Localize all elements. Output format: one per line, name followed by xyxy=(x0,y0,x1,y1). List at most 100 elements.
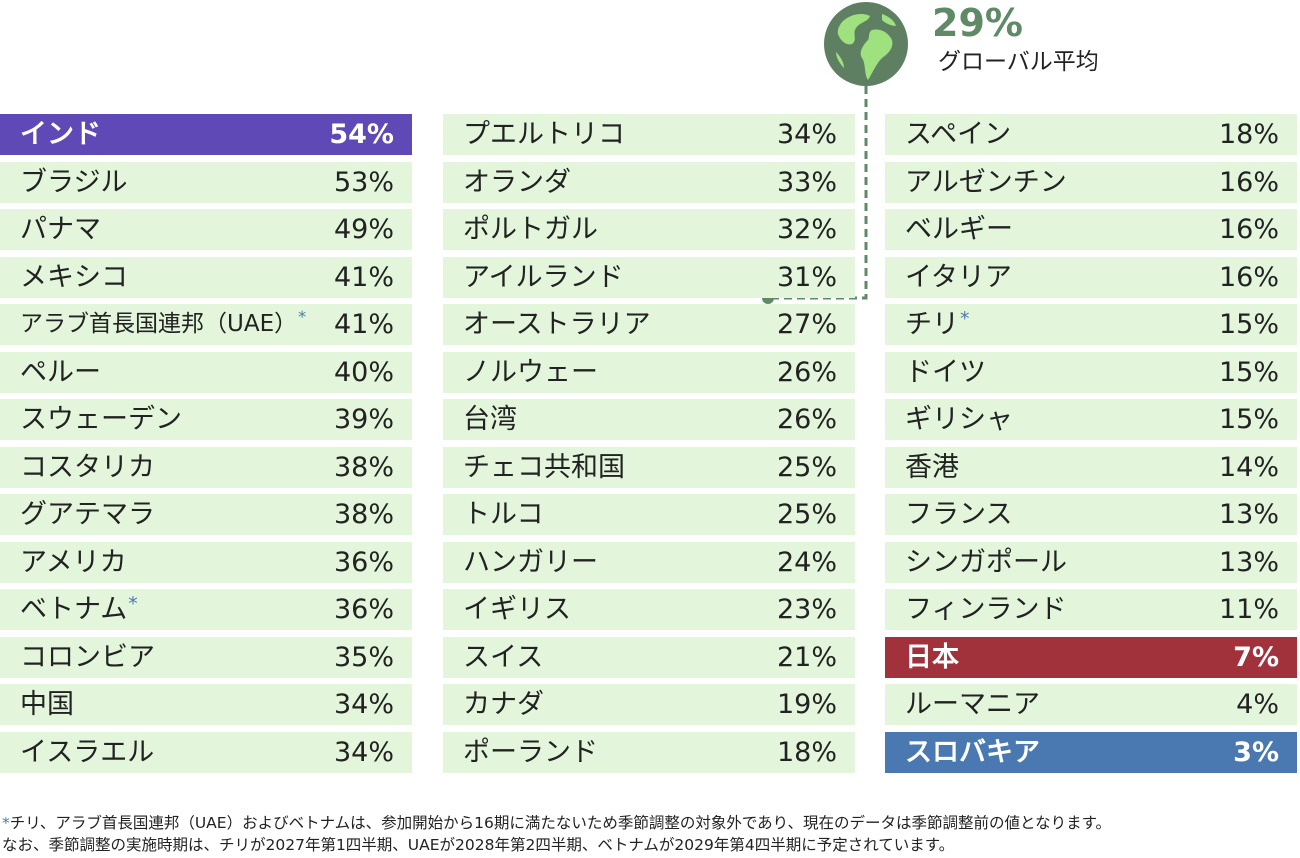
country-row: インド 54% xyxy=(0,114,412,155)
country-name-text: 香港 xyxy=(905,451,959,483)
country-row: トルコ 25% xyxy=(443,494,855,535)
country-column-3: スペイン 18% アルゼンチン 16% ベルギー 16% イタリア 16% チリ* 15% ドイツ 1… xyxy=(885,114,1297,779)
country-name: アメリカ xyxy=(20,542,127,583)
country-row: ポルトガル 32% xyxy=(443,209,855,250)
country-row: 日本 7% xyxy=(885,636,1297,678)
country-value: 54% xyxy=(329,119,394,150)
country-value: 26% xyxy=(776,356,837,388)
country-value: 21% xyxy=(776,641,837,673)
country-row: オランダ 33% xyxy=(443,161,855,203)
global-average-label: グローバル平均 xyxy=(938,49,1099,75)
country-name-text: インド xyxy=(20,119,101,150)
country-value: 24% xyxy=(776,546,837,578)
country-row: アルゼンチン 16% xyxy=(885,161,1297,203)
country-name: トルコ xyxy=(463,494,543,535)
country-name-text: ギリシャ xyxy=(905,404,1013,435)
country-name-text: 日本 xyxy=(905,641,959,673)
country-value: 14% xyxy=(1218,451,1279,483)
country-name: チェコ共和国 xyxy=(463,447,625,488)
country-name: ペルー xyxy=(20,352,101,393)
country-row: ポーランド 18% xyxy=(443,731,855,773)
country-row: カナダ 19% xyxy=(443,684,855,725)
country-name-text: アイルランド xyxy=(463,261,624,293)
country-name: オランダ xyxy=(463,162,571,203)
country-column-1: インド 54% ブラジル 53% パナマ 49% メキシコ 41% アラブ首長国連邦（UAE）*… xyxy=(0,114,412,779)
country-name: ドイツ xyxy=(905,352,986,393)
country-name-text: ベルギー xyxy=(905,214,1013,245)
country-name: ギリシャ xyxy=(905,399,1013,440)
country-row: ペルー 40% xyxy=(0,351,412,393)
country-row: 台湾 26% xyxy=(443,399,855,440)
country-name-text: ルーマニア xyxy=(905,689,1040,720)
country-name-text: フランス xyxy=(905,499,1013,530)
country-row: コロンビア 35% xyxy=(0,636,412,678)
country-row: パナマ 49% xyxy=(0,209,412,250)
country-row: スウェーデン 39% xyxy=(0,399,412,440)
country-name: 香港 xyxy=(905,447,959,488)
footnote-line-1: *チリ、アラブ首長国連邦（UAE）およびベトナムは、参加開始から16期に満たない… xyxy=(2,812,1111,834)
country-value: 49% xyxy=(333,214,394,245)
country-name: オーストラリア xyxy=(463,304,651,345)
country-name: 台湾 xyxy=(463,399,517,440)
country-name-text: ベトナム xyxy=(20,594,128,625)
country-name-text: フィンランド xyxy=(905,594,1067,625)
country-row: グアテマラ 38% xyxy=(0,494,412,535)
country-value: 32% xyxy=(776,214,837,245)
country-name: シンガポール xyxy=(905,542,1067,583)
country-value: 16% xyxy=(1218,214,1279,245)
country-value: 16% xyxy=(1218,261,1279,293)
country-value: 31% xyxy=(776,261,837,293)
country-name: フランス xyxy=(905,494,1012,535)
country-name: チリ* xyxy=(905,304,969,345)
country-name: ポーランド xyxy=(463,732,598,773)
country-value: 41% xyxy=(333,261,394,293)
country-value: 7% xyxy=(1233,641,1279,673)
country-row: プエルトリコ 34% xyxy=(443,114,855,155)
country-row: オーストラリア 27% xyxy=(443,304,855,345)
country-name: スウェーデン xyxy=(20,399,182,440)
country-row: イスラエル 34% xyxy=(0,731,412,773)
country-name: カナダ xyxy=(463,684,544,725)
country-name-text: スペイン xyxy=(905,119,1012,150)
country-name-text: グアテマラ xyxy=(20,499,155,530)
country-name-text: ペルー xyxy=(20,356,101,388)
footnote: *チリ、アラブ首長国連邦（UAE）およびベトナムは、参加開始から16期に満たない… xyxy=(2,812,1111,856)
country-name: パナマ xyxy=(20,209,101,250)
country-row: イギリス 23% xyxy=(443,589,855,630)
country-value: 3% xyxy=(1233,736,1279,768)
country-value: 15% xyxy=(1218,404,1279,435)
country-value: 34% xyxy=(333,736,394,768)
country-name: ハンガリー xyxy=(463,542,598,583)
country-value: 16% xyxy=(1218,166,1279,198)
country-name: イタリア xyxy=(905,257,1012,298)
country-name-text: オーストラリア xyxy=(463,309,651,340)
country-value: 25% xyxy=(776,499,837,530)
asterisk-marker: * xyxy=(960,308,970,330)
country-name: ベトナム* xyxy=(20,589,138,630)
country-name-text: チェコ共和国 xyxy=(463,451,625,483)
country-name-text: ポーランド xyxy=(463,736,598,768)
country-name-text: コロンビア xyxy=(20,641,155,673)
country-value: 13% xyxy=(1218,499,1279,530)
country-row: チリ* 15% xyxy=(885,304,1297,345)
country-row: ベトナム* 36% xyxy=(0,589,412,630)
country-row: 中国 34% xyxy=(0,684,412,725)
country-name-text: メキシコ xyxy=(20,261,128,293)
country-row: アイルランド 31% xyxy=(443,256,855,298)
country-name-text: ハンガリー xyxy=(463,546,598,578)
country-name-text: ポルトガル xyxy=(463,214,598,245)
globe-icon xyxy=(824,2,908,86)
country-value: 34% xyxy=(333,689,394,720)
country-name: 日本 xyxy=(905,637,959,678)
country-row: ブラジル 53% xyxy=(0,161,412,203)
country-row: アメリカ 36% xyxy=(0,541,412,583)
country-name: ブラジル xyxy=(20,162,127,203)
country-row: ドイツ 15% xyxy=(885,351,1297,393)
country-name: アイルランド xyxy=(463,257,624,298)
country-value: 15% xyxy=(1218,356,1279,388)
country-row: アラブ首長国連邦（UAE）* 41% xyxy=(0,304,412,345)
country-value: 4% xyxy=(1236,689,1279,720)
country-name-text: イタリア xyxy=(905,261,1012,293)
country-name: ルーマニア xyxy=(905,684,1040,725)
country-value: 23% xyxy=(776,594,837,625)
